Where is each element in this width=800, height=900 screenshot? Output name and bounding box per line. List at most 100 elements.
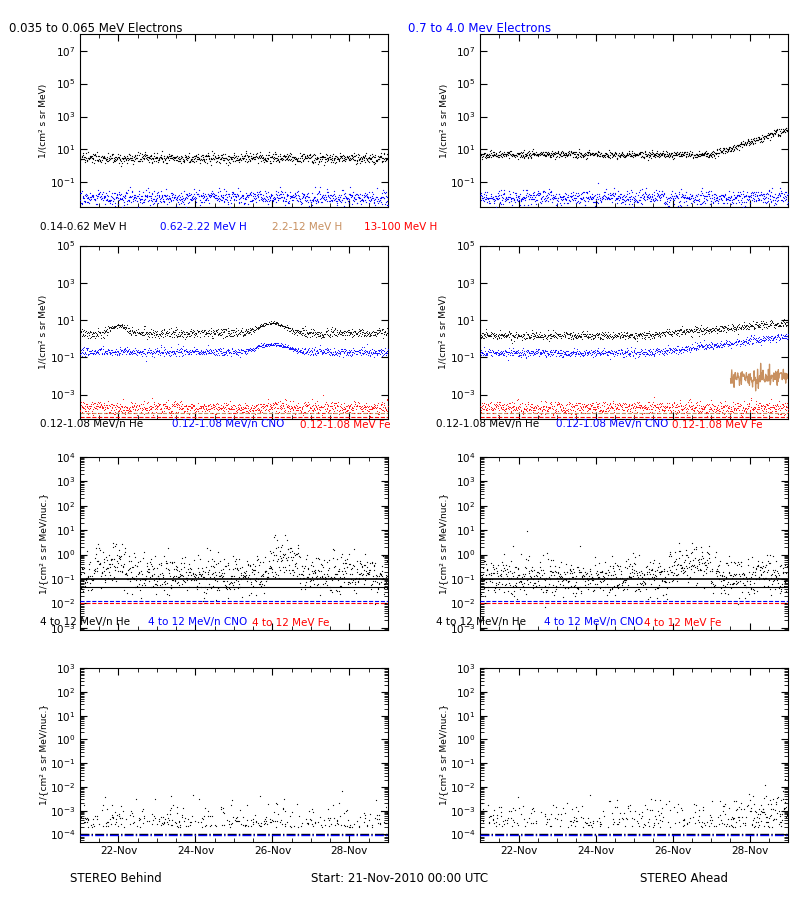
Point [610, 402, 622, 417]
Point [532, 184, 545, 198]
Point [77, 400, 90, 415]
Point [240, 567, 253, 581]
Point [118, 541, 131, 555]
Point [125, 328, 138, 342]
Point [541, 404, 554, 419]
Point [522, 192, 535, 206]
Point [115, 154, 128, 168]
Point [293, 153, 306, 167]
Point [354, 343, 366, 357]
Point [663, 562, 676, 577]
Point [582, 330, 594, 345]
Point [638, 330, 651, 345]
Point [168, 346, 181, 360]
Point [328, 156, 341, 170]
Point [180, 571, 193, 585]
Point [712, 196, 725, 211]
Point [772, 804, 785, 818]
Point [725, 140, 738, 155]
Point [156, 346, 169, 360]
Point [194, 194, 207, 209]
Point [154, 578, 166, 592]
Point [272, 194, 285, 208]
Point [250, 588, 263, 602]
Point [741, 400, 754, 415]
Point [198, 801, 211, 815]
Point [147, 325, 160, 339]
Point [344, 180, 357, 194]
Point [336, 344, 349, 358]
Point [198, 323, 210, 338]
Point [210, 153, 223, 167]
Point [378, 191, 390, 205]
Point [219, 559, 232, 573]
Point [770, 124, 782, 139]
Point [290, 188, 302, 202]
Point [748, 401, 761, 416]
Point [490, 191, 503, 205]
Point [569, 188, 582, 202]
Point [738, 135, 751, 149]
Point [160, 156, 173, 170]
Point [711, 190, 724, 204]
Point [570, 407, 582, 421]
Point [254, 816, 267, 831]
Point [490, 188, 502, 202]
Point [269, 150, 282, 165]
Point [226, 400, 238, 414]
Point [686, 323, 698, 338]
Point [647, 331, 660, 346]
Point [74, 342, 87, 356]
Point [754, 185, 767, 200]
Point [541, 580, 554, 595]
Point [187, 323, 200, 338]
Point [754, 316, 767, 330]
Point [260, 398, 273, 412]
Point [177, 194, 190, 209]
Point [750, 132, 763, 147]
Point [105, 572, 118, 587]
Point [639, 345, 652, 359]
Point [345, 327, 358, 341]
Point [519, 397, 532, 411]
Point [146, 391, 158, 405]
Point [362, 566, 374, 580]
Point [662, 560, 675, 574]
Point [196, 346, 209, 360]
Point [239, 328, 252, 342]
Point [554, 328, 567, 343]
Point [478, 192, 491, 206]
Point [164, 185, 177, 200]
Point [761, 398, 774, 412]
Point [599, 345, 612, 359]
Point [76, 348, 89, 363]
Point [518, 344, 531, 358]
Point [626, 328, 638, 342]
Point [588, 148, 601, 162]
Point [710, 145, 722, 159]
Point [481, 403, 494, 418]
Point [309, 396, 322, 410]
Point [257, 337, 270, 351]
Point [729, 140, 742, 155]
Point [580, 571, 593, 585]
Point [598, 346, 611, 360]
Point [762, 554, 774, 568]
Point [634, 327, 647, 341]
Point [645, 328, 658, 343]
Point [782, 569, 794, 583]
Point [354, 193, 367, 207]
Point [715, 188, 728, 202]
Point [194, 580, 207, 594]
Point [285, 342, 298, 356]
Point [262, 196, 274, 211]
Point [633, 328, 646, 343]
Point [90, 189, 103, 203]
Point [290, 398, 302, 412]
Point [765, 313, 778, 328]
Point [698, 321, 710, 336]
Point [741, 333, 754, 347]
Point [777, 564, 790, 579]
Point [779, 407, 792, 421]
Point [251, 146, 264, 160]
